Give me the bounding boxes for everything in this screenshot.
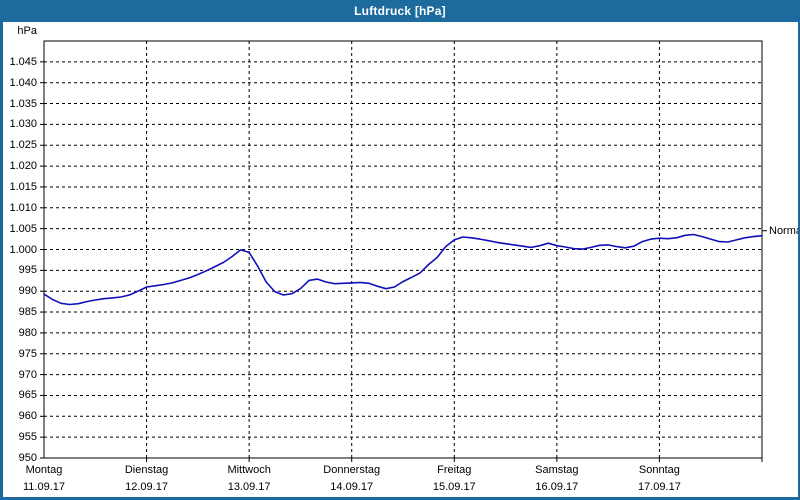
y-tick-label: 1.010: [9, 201, 37, 214]
normal-annotation-label: Normal: [769, 224, 798, 237]
y-tick-label: 950: [18, 452, 37, 464]
y-tick-label: 1.005: [9, 222, 37, 235]
y-tick-label: 955: [18, 431, 37, 444]
y-tick-label: 1.025: [9, 139, 37, 152]
y-tick-label: 960: [18, 410, 37, 423]
x-tick-day-label: Montag: [25, 464, 63, 476]
y-axis-unit-label: hPa: [17, 25, 37, 37]
x-tick-date-label: 14.09.17: [330, 481, 374, 493]
y-tick-label: 995: [18, 264, 37, 277]
x-tick-day-label: Samstag: [535, 464, 579, 476]
y-tick-label: 980: [18, 326, 37, 339]
y-tick-label: 1.020: [9, 160, 37, 173]
x-tick-date-label: 16.09.17: [535, 481, 579, 493]
x-tick-date-label: 12.09.17: [125, 481, 168, 493]
y-tick-label: 965: [18, 389, 37, 402]
x-tick-day-label: Dienstag: [124, 464, 169, 476]
x-tick-date-label: 17.09.17: [638, 481, 681, 493]
y-tick-label: 970: [18, 368, 37, 381]
x-tick-day-label: Mittwoch: [227, 464, 271, 476]
plot-border: [43, 40, 763, 459]
x-tick-day-label: Sonntag: [638, 464, 680, 476]
x-tick-day-label: Donnerstag: [323, 464, 381, 476]
y-tick-label: 1.015: [9, 180, 37, 193]
pressure-line: [43, 233, 763, 306]
x-tick-day-label: Freitag: [437, 464, 472, 476]
y-tick-label: 975: [18, 347, 37, 360]
y-tick-label: 1.045: [9, 55, 37, 68]
pressure-chart-canvas: [40, 40, 767, 462]
x-tick-date-label: 15.09.17: [432, 481, 476, 493]
y-tick-label: 990: [18, 285, 37, 298]
y-tick-label: 1.035: [9, 97, 37, 110]
x-tick-date-label: 13.09.17: [227, 481, 271, 493]
y-tick-label: 985: [18, 306, 37, 319]
y-tick-label: 1.040: [9, 76, 37, 89]
y-tick-label: 1.030: [9, 118, 37, 131]
chart-area: hPa 1.045 1.040 1.035 1.030 1.025 1.020 1.015 1.…: [3, 22, 798, 497]
y-tick-label: 1.000: [9, 243, 37, 256]
window-title: Luftdruck [hPa]: [354, 4, 446, 18]
x-tick-date-label: 11.09.17: [22, 481, 65, 493]
window-titlebar[interactable]: Luftdruck [hPa]: [3, 0, 798, 22]
